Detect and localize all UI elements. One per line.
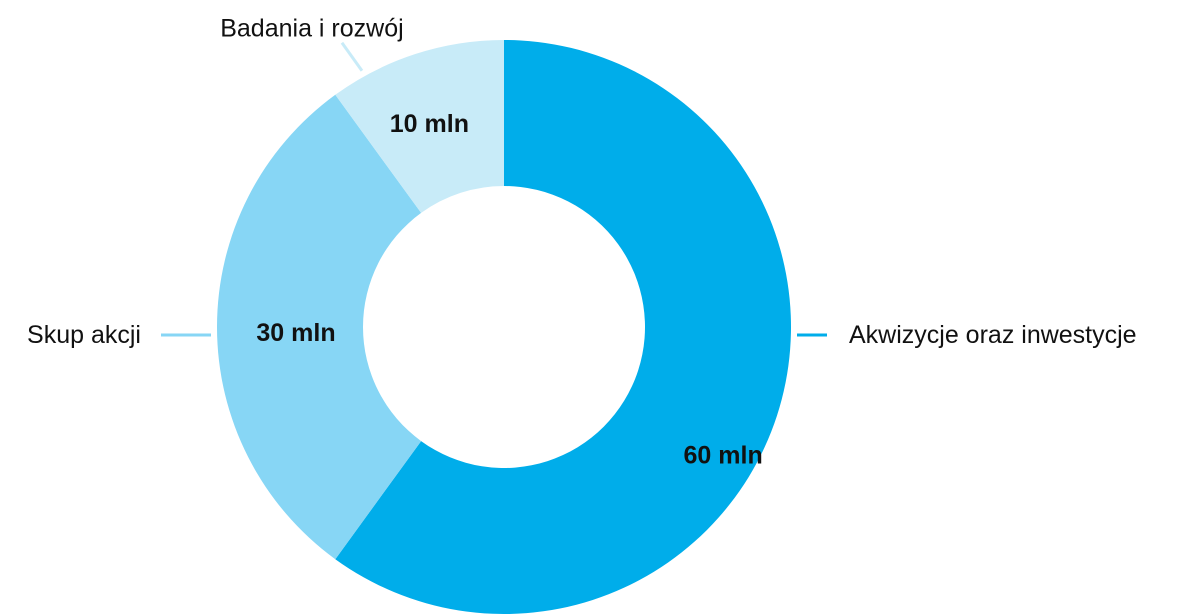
slice-badania-i-rozwoj	[335, 40, 504, 213]
category-label-skup-akcji: Skup akcji	[27, 321, 141, 349]
value-label-badania-i-rozwoj: 10 mln	[390, 110, 469, 138]
category-label-badania-i-rozwoj: Badania i rozwój	[220, 15, 403, 43]
slice-skup-akcji	[216, 94, 422, 560]
value-labels-group: 60 mln 30 mln 10 mln	[256, 110, 762, 470]
slices-group	[216, 40, 791, 614]
slice-akwizycje-oraz-inwestycje	[335, 40, 791, 614]
value-label-akwizycje-oraz-inwestycje: 60 mln	[684, 442, 763, 470]
leader-lines-group	[161, 41, 827, 337]
category-labels-group: Akwizycje oraz inwestycje Skup akcji Badan…	[27, 15, 1137, 349]
category-label-akwizycje-oraz-inwestycje: Akwizycje oraz inwestycje	[849, 321, 1137, 349]
leader-line-badania-i-rozwoj	[340, 41, 364, 72]
value-label-skup-akcji: 30 mln	[256, 319, 335, 347]
